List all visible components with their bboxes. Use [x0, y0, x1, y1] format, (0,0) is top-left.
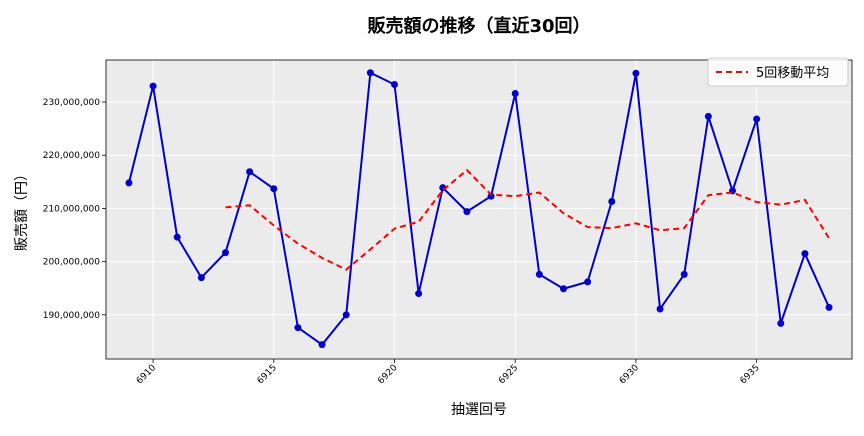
sales-data-point [197, 274, 205, 282]
grid [106, 60, 852, 359]
plot-frame [105, 59, 853, 360]
sales-data-point [149, 82, 157, 90]
sales-data-point [222, 249, 230, 257]
x-tick-label: 6920 [376, 363, 399, 386]
sales-data-point [415, 290, 423, 298]
sales-data-point [270, 185, 278, 193]
y-tick-label: 190,000,000 [43, 311, 101, 321]
series-layer [125, 69, 833, 349]
sales-data-point [825, 303, 833, 311]
y-tick-label: 200,000,000 [43, 258, 101, 268]
sales-data-point [342, 311, 350, 319]
sales-data-point [246, 168, 254, 176]
sales-data-point [535, 270, 543, 278]
sales-data-point [777, 319, 785, 327]
y-axis-label: 販売額（円） [14, 167, 30, 251]
sales-data-point [511, 90, 519, 98]
sales-data-point [608, 198, 616, 206]
sales-data-point [391, 80, 399, 88]
x-tick-label: 6930 [618, 363, 641, 386]
legend-box [707, 57, 849, 87]
sales-data-point [559, 285, 567, 293]
sales-data-point [704, 112, 712, 120]
sales-data-point [487, 192, 495, 200]
y-tick-label: 210,000,000 [43, 204, 101, 214]
sales-data-point [680, 270, 688, 278]
sales-data-point [294, 324, 302, 332]
sales-data-point [656, 305, 664, 313]
plot-area [106, 60, 852, 359]
y-tick-label: 230,000,000 [43, 98, 101, 108]
x-tick-label: 6910 [135, 363, 158, 386]
sales-data-point [463, 208, 471, 216]
sales-data-point [584, 278, 592, 286]
sales-series-line [127, 71, 830, 346]
sales-data-point [632, 69, 640, 77]
sales-data-point [366, 69, 374, 77]
legend-label-moving-average: 5回移動平均 [756, 66, 829, 81]
sales-data-point [125, 179, 133, 187]
legend: 5回移動平均 [707, 57, 849, 87]
x-tick-label: 6925 [497, 363, 520, 386]
x-axis-label: 抽選回号 [451, 402, 507, 418]
sales-data-point [753, 115, 761, 123]
y-tick-label: 220,000,000 [43, 151, 101, 161]
x-tick-label: 6935 [738, 363, 761, 386]
x-tick-label: 6915 [256, 363, 279, 386]
sales-data-point [318, 341, 326, 349]
moving-average-line [225, 168, 830, 271]
chart-title: 販売額の推移（直近30回） [367, 15, 590, 37]
sales-data-point [173, 233, 181, 241]
sales-data-point [801, 250, 809, 258]
